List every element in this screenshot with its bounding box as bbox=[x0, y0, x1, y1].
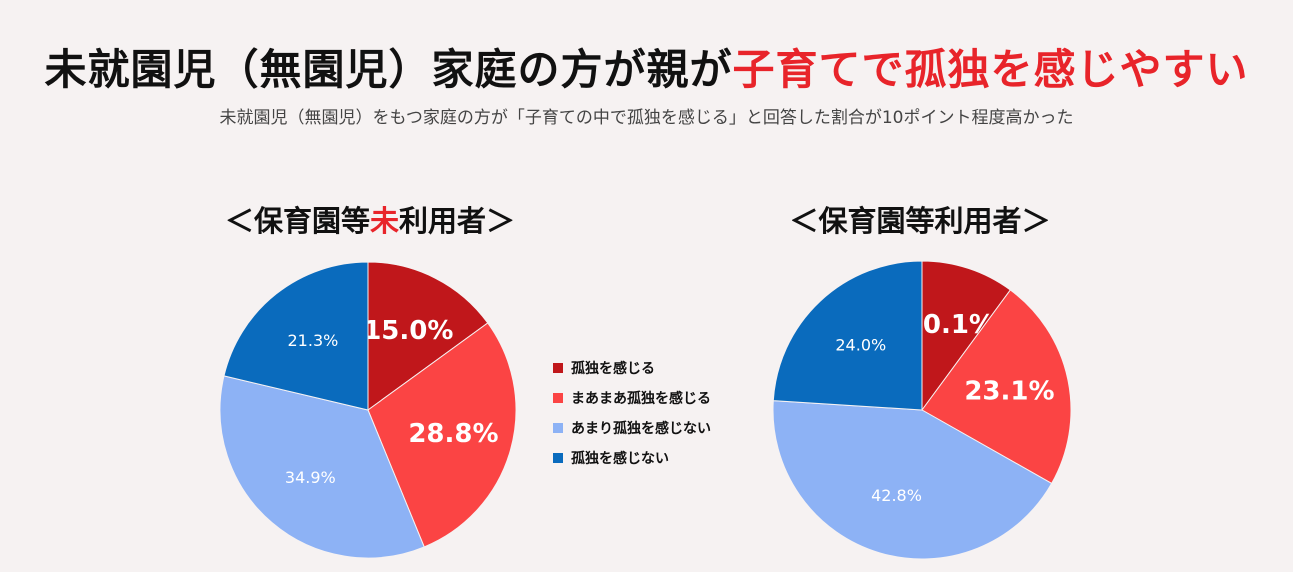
slice-feel bbox=[367, 261, 489, 411]
data-label: 42.8% bbox=[871, 486, 922, 505]
slice-rarely-feel bbox=[772, 400, 1053, 560]
data-label: 15.0% bbox=[363, 316, 453, 346]
data-label: 28.8% bbox=[408, 419, 498, 449]
legend-label: あまり孤独を感じない bbox=[571, 421, 711, 437]
legend-label: まあまあ孤独を感じる bbox=[571, 391, 711, 407]
legend-item-not-feel: 孤独を感じない bbox=[553, 443, 711, 473]
slice-feel bbox=[921, 260, 1012, 412]
data-label: 21.3% bbox=[288, 331, 339, 350]
data-label: 23.1% bbox=[964, 376, 1054, 406]
legend-label: 孤独を感じる bbox=[571, 361, 655, 377]
legend-label: 孤独を感じない bbox=[571, 451, 669, 467]
slice-not-feel bbox=[772, 260, 923, 411]
legend-swatch bbox=[553, 393, 563, 403]
chart-title-highlight: 未 bbox=[369, 204, 399, 238]
title-main: 未就園児（無園児）家庭の方が親が bbox=[44, 45, 733, 94]
legend-item-feel: 孤独を感じる bbox=[553, 353, 711, 383]
title-highlight: 子育てで孤独を感じやすい bbox=[732, 45, 1249, 94]
slice-rarely-feel bbox=[219, 375, 425, 559]
slice-not-feel bbox=[223, 261, 369, 411]
chart-title-part: ＜保育園等 bbox=[224, 204, 370, 238]
data-label: 34.9% bbox=[285, 468, 336, 487]
legend-swatch bbox=[553, 453, 563, 463]
chart-title-users: ＜保育園等利用者＞ bbox=[789, 204, 1051, 238]
data-label: 24.0% bbox=[835, 335, 886, 354]
chart-title-non-users: ＜保育園等未利用者＞ bbox=[170, 198, 570, 240]
slice-somewhat-feel bbox=[367, 322, 517, 548]
page-subtitle: 未就園児（無園児）をもつ家庭の方が「子育ての中で孤独を感じる」と回答した割合が1… bbox=[219, 108, 1074, 128]
chart-legend: 孤独を感じる まあまあ孤独を感じる あまり孤独を感じない 孤独を感じない bbox=[553, 353, 711, 473]
slice-somewhat-feel bbox=[921, 289, 1072, 485]
page-title: 未就園児（無園児）家庭の方が親が子育てで孤独を感じやすい bbox=[0, 36, 1293, 97]
legend-swatch bbox=[553, 423, 563, 433]
chart-title-part: 利用者＞ bbox=[399, 204, 516, 238]
legend-swatch bbox=[553, 363, 563, 373]
legend-item-somewhat-feel: まあまあ孤独を感じる bbox=[553, 383, 711, 413]
legend-item-rarely-feel: あまり孤独を感じない bbox=[553, 413, 711, 443]
